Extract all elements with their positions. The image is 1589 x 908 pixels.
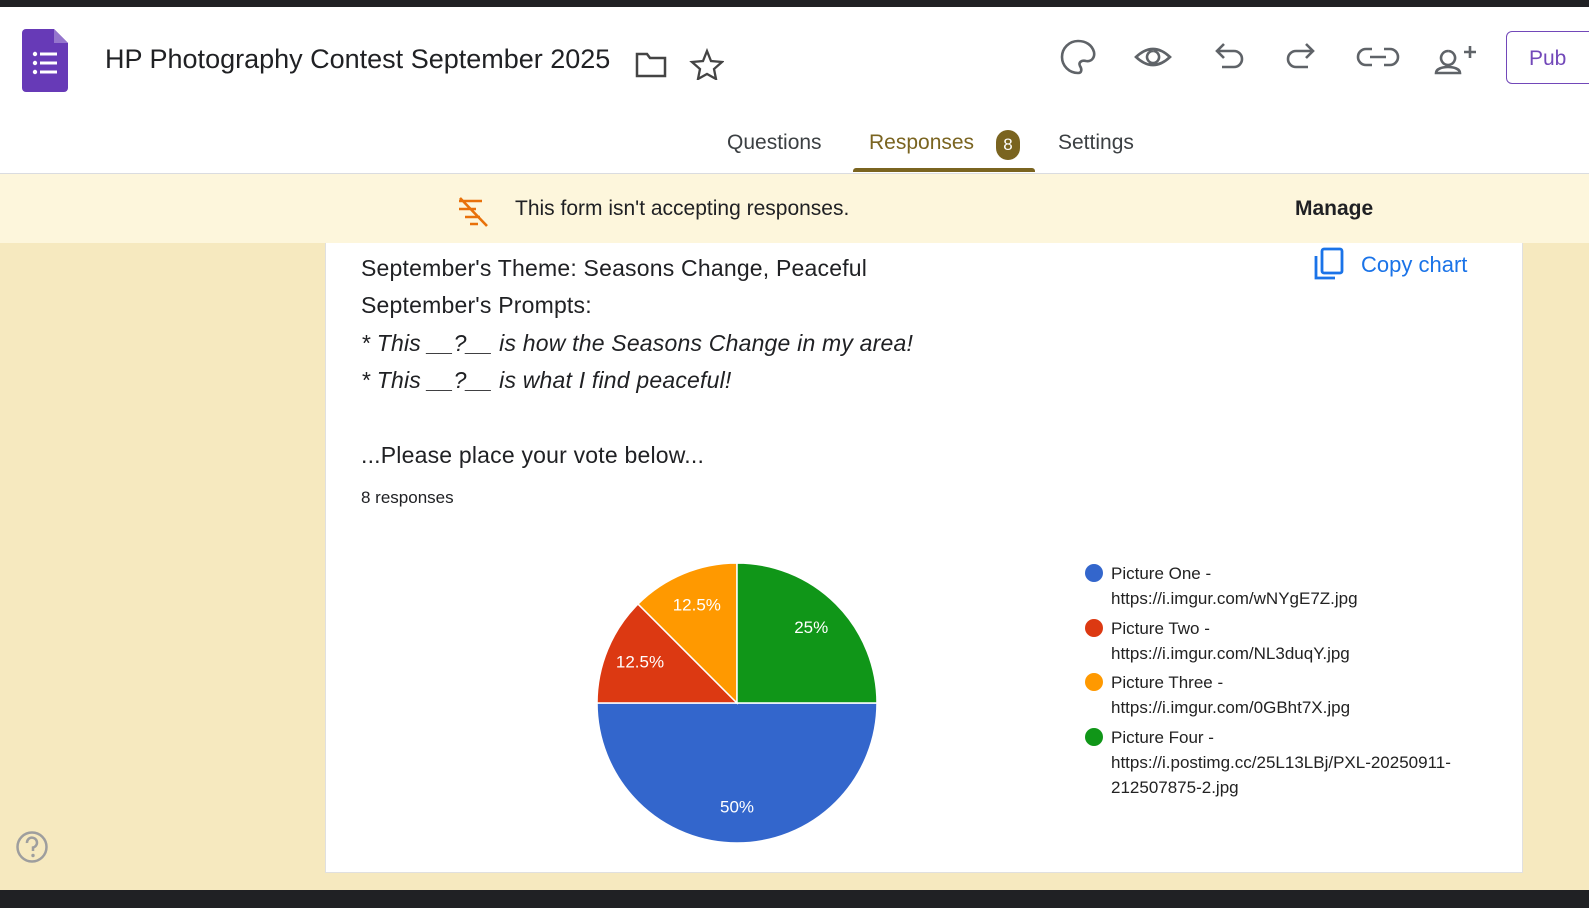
- copy-icon[interactable]: [1313, 247, 1345, 281]
- help-icon[interactable]: [15, 830, 49, 864]
- pie-slice: [596, 702, 878, 844]
- add-collaborator-icon[interactable]: [1434, 46, 1476, 75]
- folder-icon[interactable]: [635, 52, 667, 78]
- slice-label: 12.5%: [616, 652, 664, 671]
- tab-questions[interactable]: Questions: [727, 131, 822, 154]
- closed-icon: [459, 197, 488, 227]
- undo-icon[interactable]: [1215, 43, 1244, 69]
- legend-label: Picture Four - https://i.postimg.cc/25L1…: [1111, 728, 1451, 797]
- taskbar: [0, 890, 1589, 908]
- description-line: * This __?__ is what I find peaceful!: [361, 367, 732, 393]
- copy-chart-button[interactable]: Copy chart: [1361, 252, 1468, 277]
- forms-logo[interactable]: [22, 29, 68, 92]
- legend-swatch: [1085, 728, 1103, 746]
- description-line: September's Theme: Seasons Change, Peace…: [361, 255, 868, 281]
- banner-message: This form isn't accepting responses.: [515, 197, 850, 220]
- title-icons: [635, 48, 724, 80]
- link-icon[interactable]: [1356, 47, 1400, 67]
- description-line: ...Please place your vote below...: [361, 442, 705, 468]
- tab-indicator: [853, 168, 1035, 172]
- slice-label: 25%: [794, 618, 828, 637]
- tab-responses[interactable]: Responses: [869, 131, 975, 154]
- manage-button[interactable]: Manage: [1295, 197, 1374, 220]
- pie-slice: [636, 562, 738, 705]
- legend-label: Picture Two - https://i.imgur.com/NL3duq…: [1111, 619, 1350, 663]
- tab-settings[interactable]: Settings: [1058, 131, 1134, 154]
- legend-swatch: [1085, 619, 1103, 637]
- browser-bar: [0, 0, 1589, 7]
- pie-slice: [736, 562, 878, 704]
- legend-label: Picture Three - https://i.imgur.com/0GBh…: [1111, 673, 1351, 717]
- header: [0, 7, 1589, 174]
- pie-slice: [596, 602, 739, 704]
- description-line: * This __?__ is how the Seasons Change i…: [361, 330, 914, 356]
- legend-swatch: [1085, 564, 1103, 582]
- form-title[interactable]: HP Photography Contest September 2025: [105, 44, 611, 74]
- legend-swatch: [1085, 673, 1103, 691]
- toolbar-icons: [1060, 39, 1476, 75]
- responses-badge: 8: [996, 130, 1020, 160]
- description-line: September's Prompts:: [361, 292, 592, 318]
- slice-label: 50%: [720, 797, 754, 816]
- palette-icon[interactable]: [1060, 39, 1096, 75]
- star-icon[interactable]: [689, 48, 724, 80]
- preview-icon[interactable]: [1134, 47, 1172, 67]
- slice-label: 12.5%: [673, 595, 721, 614]
- legend-label: Picture One - https://i.imgur.com/wNYgE7…: [1111, 564, 1358, 608]
- response-count: 8 responses: [361, 488, 454, 507]
- response-card: [325, 243, 1523, 873]
- publish-button[interactable]: Pub: [1506, 31, 1589, 84]
- banner: [0, 174, 1589, 243]
- redo-icon[interactable]: [1286, 43, 1315, 69]
